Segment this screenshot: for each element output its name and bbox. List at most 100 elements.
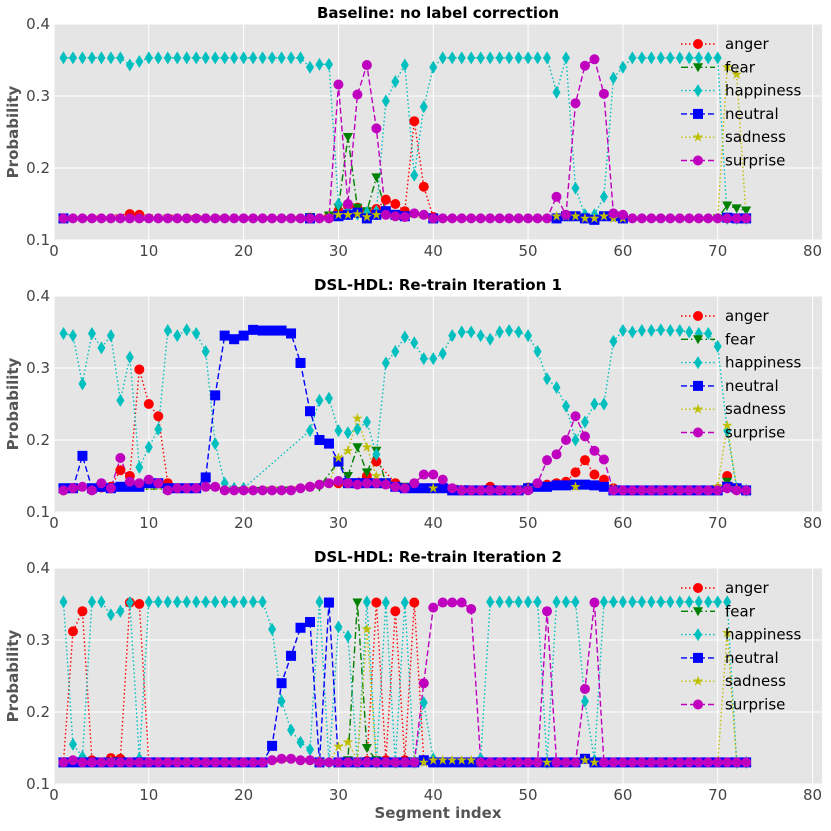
data-point-happiness bbox=[647, 595, 656, 609]
data-point-surprise bbox=[437, 474, 448, 485]
data-point-happiness bbox=[59, 326, 68, 340]
data-point-surprise bbox=[143, 474, 154, 485]
data-point-neutral bbox=[286, 650, 297, 661]
data-point-surprise bbox=[485, 485, 496, 496]
data-point-happiness bbox=[628, 595, 637, 609]
data-point-happiness bbox=[116, 393, 125, 407]
data-point-neutral bbox=[305, 617, 315, 627]
data-point-happiness bbox=[173, 51, 182, 65]
legend-marker-neutral bbox=[693, 108, 703, 119]
legend-marker-neutral bbox=[693, 380, 703, 391]
data-point-surprise bbox=[561, 757, 571, 768]
data-point-surprise bbox=[305, 481, 315, 492]
data-point-neutral bbox=[579, 479, 590, 490]
data-point-surprise bbox=[276, 213, 287, 224]
data-point-happiness bbox=[324, 391, 333, 405]
data-point-happiness bbox=[666, 324, 675, 338]
data-point-surprise bbox=[513, 757, 524, 768]
data-point-surprise bbox=[248, 757, 259, 768]
chart-panel-1: Baseline: no label correction 0 10 20 30 40 50… bbox=[4, 4, 822, 260]
data-point-happiness bbox=[220, 51, 229, 65]
data-point-happiness bbox=[68, 51, 77, 65]
data-point-surprise bbox=[162, 757, 173, 768]
data-point-surprise bbox=[181, 757, 192, 768]
data-point-surprise bbox=[608, 757, 619, 768]
data-point-happiness bbox=[353, 422, 362, 436]
data-point-happiness bbox=[467, 325, 476, 339]
x-tick-label: 20 bbox=[234, 786, 253, 804]
data-point-happiness bbox=[239, 51, 248, 65]
data-point-surprise bbox=[380, 209, 391, 220]
y-tick-label: 0.2 bbox=[26, 159, 50, 177]
data-point-surprise bbox=[418, 209, 429, 220]
data-point-surprise bbox=[712, 757, 723, 768]
data-point-surprise bbox=[134, 213, 145, 224]
data-point-happiness bbox=[419, 696, 428, 710]
data-point-surprise bbox=[143, 757, 154, 768]
data-point-surprise bbox=[532, 757, 543, 768]
data-point-happiness bbox=[59, 51, 68, 65]
data-point-neutral bbox=[305, 406, 315, 417]
data-point-neutral bbox=[437, 757, 448, 768]
data-point-surprise bbox=[627, 213, 638, 224]
data-point-surprise bbox=[608, 485, 619, 496]
data-point-happiness bbox=[476, 51, 485, 65]
data-point-happiness bbox=[192, 326, 201, 340]
data-point-happiness bbox=[287, 723, 296, 737]
data-point-happiness bbox=[505, 51, 514, 65]
data-point-neutral bbox=[551, 480, 562, 491]
data-point-happiness bbox=[287, 51, 296, 65]
legend-label-surprise: surprise bbox=[725, 424, 785, 442]
y-tick-label: 0.1 bbox=[26, 775, 50, 793]
data-point-surprise bbox=[314, 757, 325, 768]
data-point-happiness bbox=[713, 51, 722, 65]
data-point-surprise bbox=[248, 485, 259, 496]
data-point-surprise bbox=[598, 88, 609, 99]
x-tick-label: 70 bbox=[708, 514, 727, 532]
data-point-surprise bbox=[191, 213, 202, 224]
data-point-happiness bbox=[618, 60, 627, 74]
data-point-surprise bbox=[494, 213, 505, 224]
data-point-happiness bbox=[505, 324, 514, 338]
data-point-surprise bbox=[617, 209, 628, 220]
data-point-sadness bbox=[437, 754, 448, 765]
data-point-surprise bbox=[608, 208, 619, 219]
data-point-neutral bbox=[276, 678, 287, 689]
data-point-happiness bbox=[656, 51, 665, 65]
data-point-surprise bbox=[67, 755, 78, 766]
data-point-surprise bbox=[286, 753, 297, 764]
data-point-happiness bbox=[163, 595, 172, 609]
data-point-surprise bbox=[295, 755, 306, 766]
data-point-happiness bbox=[362, 415, 371, 429]
data-point-happiness bbox=[410, 336, 419, 350]
data-point-happiness bbox=[182, 595, 191, 609]
data-point-surprise bbox=[162, 485, 173, 496]
x-tick-label: 70 bbox=[708, 786, 727, 804]
data-point-surprise bbox=[181, 483, 192, 494]
data-point-surprise bbox=[523, 213, 534, 224]
data-point-surprise bbox=[371, 757, 382, 768]
data-point-surprise bbox=[352, 479, 363, 490]
data-point-surprise bbox=[561, 435, 571, 445]
data-point-neutral bbox=[466, 757, 477, 768]
data-point-happiness bbox=[125, 58, 134, 72]
data-point-happiness bbox=[277, 51, 286, 65]
data-point-surprise bbox=[361, 60, 372, 71]
data-point-surprise bbox=[437, 597, 448, 608]
data-point-neutral bbox=[589, 480, 600, 491]
data-point-happiness bbox=[533, 51, 542, 65]
data-point-happiness bbox=[675, 595, 684, 609]
data-point-happiness bbox=[125, 350, 134, 364]
data-point-surprise bbox=[674, 757, 685, 768]
legend-label-sadness: sadness bbox=[725, 400, 786, 418]
data-point-happiness bbox=[628, 325, 637, 339]
data-point-happiness bbox=[201, 51, 210, 65]
data-point-happiness bbox=[306, 60, 314, 74]
data-point-happiness bbox=[135, 54, 144, 68]
legend-label-anger: anger bbox=[725, 307, 769, 325]
data-point-happiness bbox=[182, 323, 191, 337]
data-point-anger bbox=[134, 364, 145, 375]
data-point-happiness bbox=[533, 344, 542, 358]
data-point-happiness bbox=[580, 694, 589, 708]
data-point-surprise bbox=[67, 213, 78, 224]
